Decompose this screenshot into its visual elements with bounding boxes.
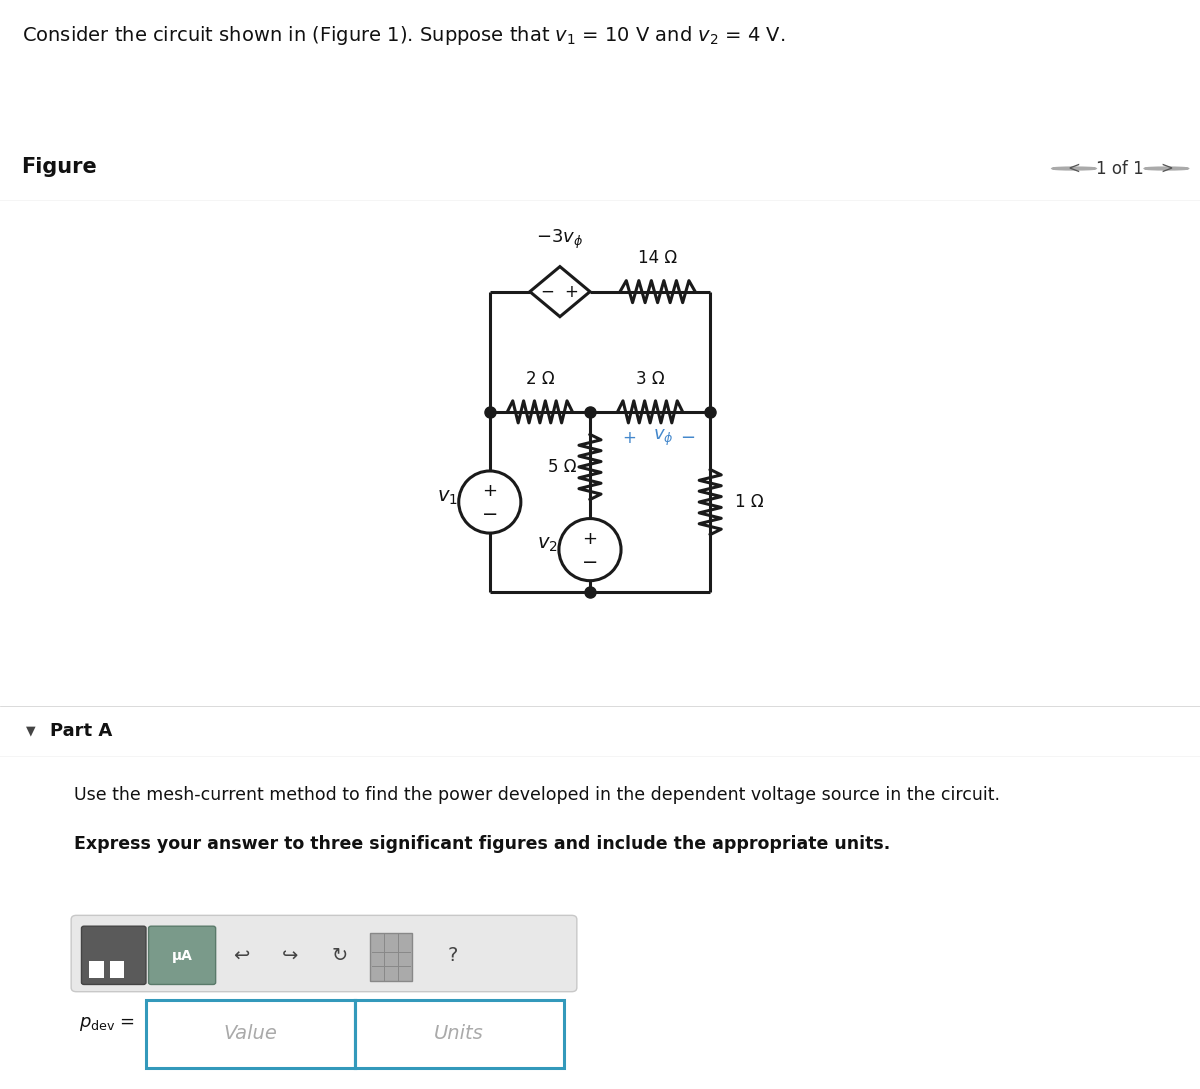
- Text: $v_\phi$: $v_\phi$: [653, 428, 673, 448]
- FancyBboxPatch shape: [61, 905, 587, 1082]
- Text: $-3v_\phi$: $-3v_\phi$: [536, 228, 583, 250]
- FancyBboxPatch shape: [110, 960, 125, 969]
- Text: ↩: ↩: [233, 946, 250, 965]
- Text: +: +: [582, 529, 598, 548]
- Text: Figure: Figure: [22, 157, 97, 176]
- FancyBboxPatch shape: [371, 932, 412, 981]
- Text: Part A: Part A: [50, 722, 113, 741]
- Text: −: −: [540, 283, 554, 301]
- Text: 5 Ω: 5 Ω: [548, 458, 577, 476]
- FancyBboxPatch shape: [89, 969, 103, 978]
- Text: Value: Value: [223, 1024, 277, 1042]
- Text: 2 Ω: 2 Ω: [526, 370, 554, 388]
- Text: $p_\mathrm{dev}$ =: $p_\mathrm{dev}$ =: [79, 1015, 134, 1032]
- Circle shape: [559, 518, 622, 580]
- FancyBboxPatch shape: [110, 969, 125, 978]
- Text: +: +: [482, 482, 497, 500]
- Text: <: <: [1068, 161, 1080, 176]
- FancyBboxPatch shape: [89, 960, 103, 969]
- Text: >: >: [1160, 161, 1172, 176]
- Circle shape: [1052, 168, 1096, 170]
- Text: Express your answer to three significant figures and include the appropriate uni: Express your answer to three significant…: [74, 835, 890, 853]
- Text: 1 of 1: 1 of 1: [1096, 159, 1144, 178]
- Text: −: −: [582, 552, 598, 572]
- Text: ▼: ▼: [26, 725, 36, 737]
- FancyBboxPatch shape: [146, 1000, 355, 1068]
- Text: 14 Ω: 14 Ω: [638, 248, 677, 267]
- FancyBboxPatch shape: [71, 916, 577, 992]
- Text: −: −: [680, 429, 695, 446]
- Text: 3 Ω: 3 Ω: [636, 370, 665, 388]
- Text: ?: ?: [448, 946, 458, 965]
- Text: $v_1$: $v_1$: [437, 488, 457, 506]
- FancyBboxPatch shape: [355, 1000, 564, 1068]
- Circle shape: [1145, 168, 1188, 170]
- Text: +: +: [622, 429, 636, 446]
- Text: −: −: [481, 505, 498, 524]
- Text: +: +: [564, 283, 578, 301]
- Text: Consider the circuit shown in (Figure 1). Suppose that $v_1$ = 10 V and $v_2$ = : Consider the circuit shown in (Figure 1)…: [22, 24, 785, 47]
- Text: Use the mesh-current method to find the power developed in the dependent voltage: Use the mesh-current method to find the …: [74, 786, 1001, 804]
- Text: Units: Units: [434, 1024, 484, 1042]
- Text: ↻: ↻: [331, 946, 348, 965]
- Polygon shape: [530, 267, 590, 317]
- Text: 1 Ω: 1 Ω: [736, 493, 764, 511]
- Text: $v_2$: $v_2$: [538, 535, 558, 554]
- FancyBboxPatch shape: [149, 926, 216, 984]
- FancyBboxPatch shape: [82, 926, 146, 984]
- Text: ↪: ↪: [282, 946, 299, 965]
- Text: µA: µA: [172, 949, 192, 963]
- Circle shape: [458, 470, 521, 534]
